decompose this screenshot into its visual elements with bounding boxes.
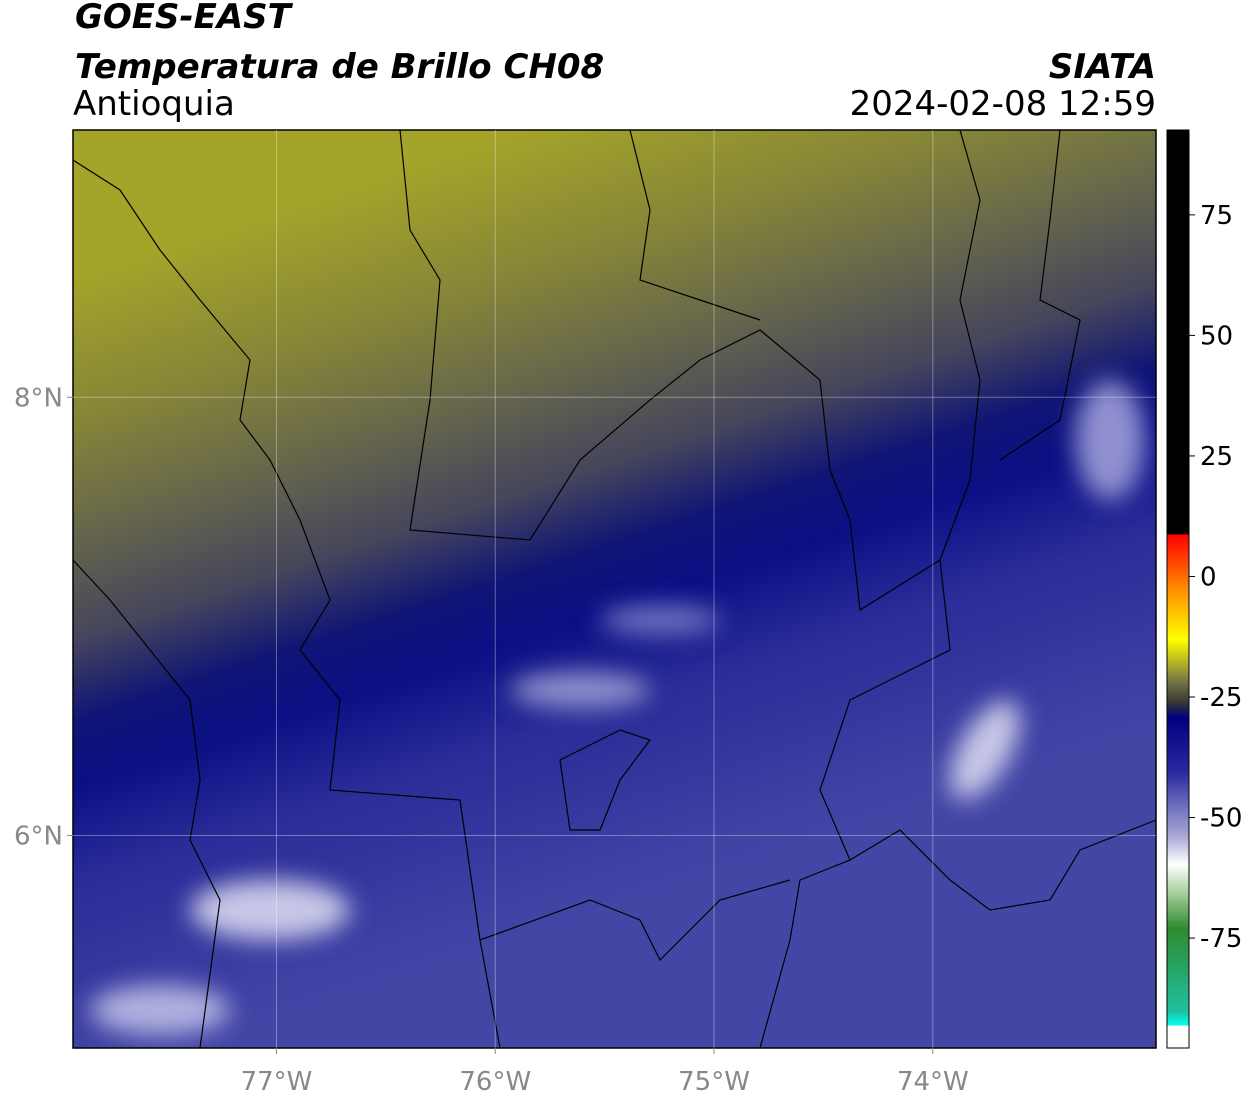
colorbar-tick-label: 0: [1200, 562, 1217, 592]
colorbar-tick-label: -25: [1200, 683, 1242, 713]
datetime: 2024-02-08 12:59: [850, 84, 1156, 124]
y-tick-label: 8°N: [14, 383, 63, 413]
colorbar-tick-label: 75: [1200, 201, 1233, 231]
x-tick-label: 76°W: [459, 1067, 531, 1097]
colorbar: [1166, 129, 1190, 1049]
map-frame: [72, 129, 1157, 1049]
imagery: [73, 130, 1156, 1048]
colorbar-tick-label: 50: [1200, 321, 1233, 351]
region: Antioquia: [73, 84, 235, 124]
colorbar-tick-label: 25: [1200, 442, 1233, 472]
colorbar-tick-label: -50: [1200, 804, 1242, 834]
source: SIATA: [1049, 47, 1156, 87]
x-tick-label: 74°W: [897, 1067, 969, 1097]
title: GOES-EAST: [75, 0, 294, 37]
subtitle: Temperatura de Brillo CH08: [75, 47, 604, 87]
y-tick-label: 6°N: [14, 821, 63, 851]
x-tick-label: 75°W: [678, 1067, 750, 1097]
borders: [73, 130, 1156, 1048]
colorbar-tick-label: -75: [1200, 924, 1242, 954]
x-tick-label: 77°W: [241, 1067, 313, 1097]
cold-tops: [90, 380, 1145, 1035]
